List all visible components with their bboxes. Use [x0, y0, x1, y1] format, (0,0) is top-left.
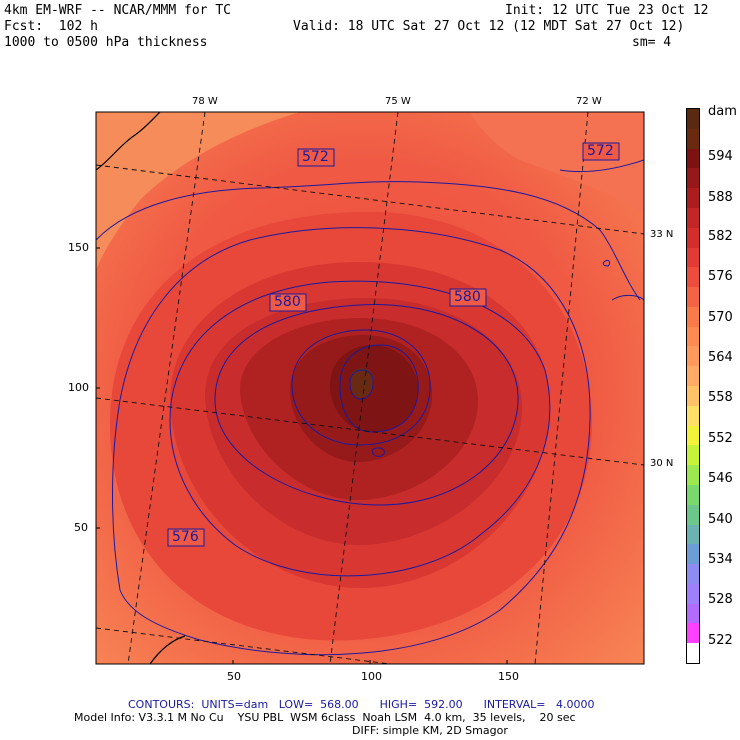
colorbar-label: 588	[708, 190, 733, 205]
forecast-hour: Fcst: 102 h	[4, 19, 98, 34]
colorbar-label: 546	[708, 471, 733, 486]
coastline	[96, 112, 161, 171]
coastline-sw	[149, 635, 186, 664]
model-title: 4km EM-WRF -- NCAR/MMM for TC	[4, 3, 231, 18]
colorbar-swatch	[687, 405, 699, 427]
colorbar-label: 540	[708, 512, 733, 527]
y-tick-150: 150	[68, 241, 89, 254]
colorbar-unit: dam	[708, 104, 737, 119]
graticule	[96, 112, 644, 664]
field-name: 1000 to 0500 hPa thickness	[4, 35, 208, 50]
colorbar-swatch	[687, 188, 699, 209]
colorbar-swatch	[687, 504, 699, 525]
colorbar-swatch	[687, 484, 699, 506]
colorbar-swatch	[687, 168, 699, 189]
colorbar-swatch	[687, 366, 699, 387]
contour-label-572-a: 572	[302, 149, 329, 165]
lat-label-33n: 33 N	[650, 229, 674, 240]
lon-label-75w: 75 W	[385, 96, 411, 107]
contour-info: CONTOURS: UNITS=dam LOW= 568.00 HIGH= 59…	[128, 698, 595, 711]
colorbar-swatch	[687, 445, 699, 466]
cool-corner-ne	[470, 112, 644, 215]
colorbar-swatch	[687, 643, 699, 664]
model-info: Model Info: V3.3.1 M No Cu YSU PBL WSM 6…	[74, 711, 576, 724]
y-tick-100: 100	[68, 381, 89, 394]
colorbar-label: 522	[708, 633, 733, 648]
cool-corner-nw	[96, 112, 300, 270]
colorbar-label: 528	[708, 592, 733, 607]
colorbar-swatch	[687, 425, 699, 446]
y-tick-50: 50	[74, 521, 88, 534]
colorbar-swatch	[687, 465, 699, 486]
y-tick-marks	[96, 247, 100, 529]
colorbar-swatch	[687, 247, 699, 268]
x-tick-100: 100	[361, 670, 382, 683]
colorbar-swatch	[687, 287, 699, 308]
contour-label-576: 576	[172, 529, 199, 545]
contour-label-580-a: 580	[274, 294, 301, 310]
x-tick-50: 50	[227, 670, 241, 683]
lon-label-78w: 78 W	[192, 96, 218, 107]
colorbar-swatch	[687, 524, 699, 545]
colorbar-label: 576	[708, 269, 733, 284]
colorbar-label: 552	[708, 431, 733, 446]
lat-label-30n: 30 N	[650, 458, 674, 469]
eye-core	[350, 368, 374, 398]
colorbar-swatch	[687, 207, 699, 229]
colorbar-label: 558	[708, 390, 733, 405]
colorbar-swatch	[687, 148, 699, 169]
colorbar	[686, 108, 700, 664]
contour-label-boxes	[167, 142, 620, 547]
colorbar-swatch	[687, 564, 699, 585]
colorbar-swatch	[687, 227, 699, 248]
colorbar-swatch	[687, 544, 699, 565]
colorbar-label: 594	[708, 149, 733, 164]
colorbar-swatch	[687, 603, 699, 624]
x-tick-150: 150	[498, 670, 519, 683]
smoothing-label: sm= 4	[632, 35, 672, 50]
lon-label-72w: 72 W	[576, 96, 602, 107]
colorbar-label: 564	[708, 350, 733, 365]
x-tick-marks	[232, 660, 508, 664]
diffusion-info: DIFF: simple KM, 2D Smagor	[352, 724, 508, 737]
colorbar-swatch	[687, 623, 699, 644]
contour-label-572-b: 572	[587, 143, 614, 159]
colorbar-swatch	[687, 326, 699, 347]
band-590	[330, 345, 418, 432]
contour-label-580-b: 580	[454, 289, 481, 305]
init-time: Init: 12 UTC Tue 23 Oct 12	[505, 3, 709, 18]
colorbar-swatch	[687, 109, 699, 130]
colorbar-swatch	[687, 128, 699, 150]
colorbar-label: 534	[708, 552, 733, 567]
colorbar-swatch	[687, 267, 699, 288]
colorbar-swatch	[687, 306, 699, 328]
colorbar-swatch	[687, 346, 699, 367]
colorbar-label: 570	[708, 310, 733, 325]
colorbar-swatch	[687, 386, 699, 407]
colorbar-label: 582	[708, 229, 733, 244]
contour-lines	[96, 159, 644, 656]
valid-time: Valid: 18 UTC Sat 27 Oct 12 (12 MDT Sat …	[293, 19, 685, 34]
colorbar-swatch	[687, 583, 699, 605]
